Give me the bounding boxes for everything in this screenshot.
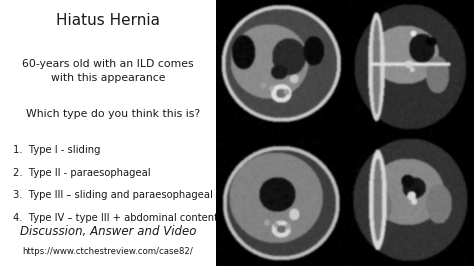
Text: Discussion, Answer and Video: Discussion, Answer and Video — [19, 225, 196, 238]
Text: Hiatus Hernia: Hiatus Hernia — [56, 13, 160, 28]
Text: 3.  Type III – sliding and paraesophageal: 3. Type III – sliding and paraesophageal — [13, 190, 213, 200]
Text: Which type do you think this is?: Which type do you think this is? — [26, 109, 200, 119]
Text: 4.  Type IV – type III + abdominal contents: 4. Type IV – type III + abdominal conten… — [13, 213, 223, 223]
Text: 60-years old with an ILD comes
with this appearance: 60-years old with an ILD comes with this… — [22, 59, 194, 82]
Text: https://www.ctchestreview.com/case82/: https://www.ctchestreview.com/case82/ — [22, 247, 193, 256]
Text: 2.  Type II - paraesophageal: 2. Type II - paraesophageal — [13, 168, 151, 178]
Text: 1.  Type I - sliding: 1. Type I - sliding — [13, 145, 100, 155]
